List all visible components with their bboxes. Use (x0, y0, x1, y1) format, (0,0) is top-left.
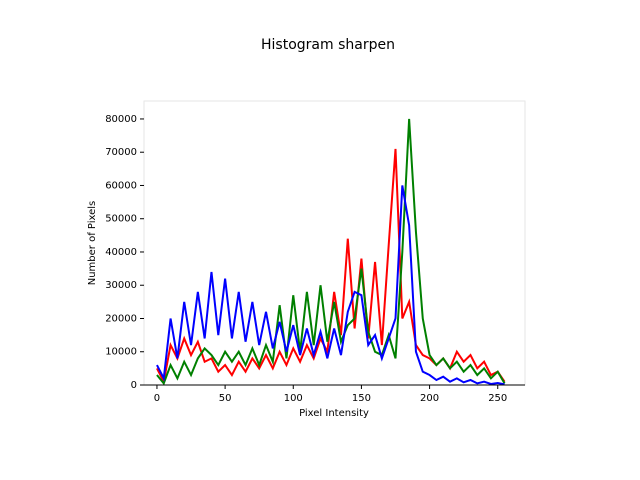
y-tick-label: 70000 (105, 147, 137, 158)
series-line (156, 185, 505, 386)
y-tick-label: 60000 (105, 180, 137, 191)
x-tick-label: 250 (488, 393, 507, 404)
x-tick-label: 100 (284, 393, 303, 404)
y-tick-label: 10000 (105, 347, 137, 358)
series-line (156, 118, 506, 386)
chart-title: Histogram sharpen (261, 37, 395, 53)
y-tick-label: 20000 (105, 313, 137, 324)
x-axis-label: Pixel Intensity (299, 408, 369, 419)
y-tick-label: 50000 (105, 214, 137, 225)
x-tick-label: 150 (352, 393, 371, 404)
y-tick-label: 30000 (105, 280, 137, 291)
x-tick-label: 200 (420, 393, 439, 404)
y-tick-label: 80000 (105, 114, 137, 125)
x-tick-label: 0 (154, 393, 160, 404)
y-tick-label: 40000 (105, 247, 137, 258)
y-tick-label: 0 (131, 380, 137, 391)
y-axis-label: Number of Pixels (87, 201, 98, 286)
x-tick-label: 50 (219, 393, 232, 404)
